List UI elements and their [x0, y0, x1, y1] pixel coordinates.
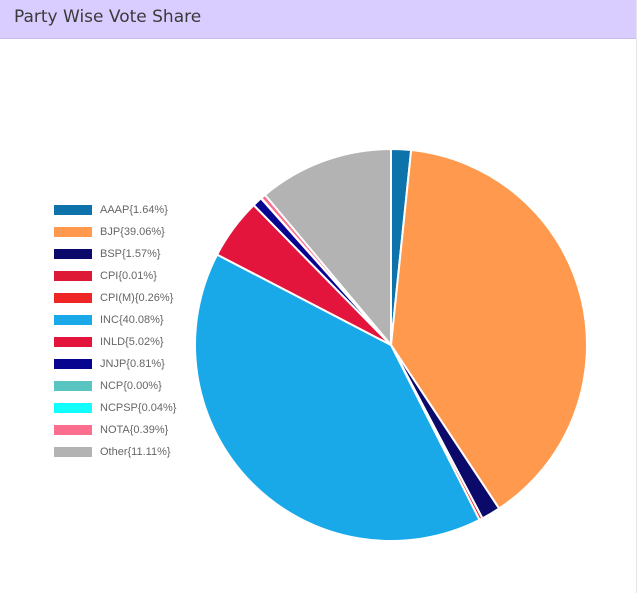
legend-label: JNJP{0.81%}	[100, 358, 165, 370]
legend-swatch	[54, 403, 92, 413]
legend-item-cpi[interactable]: CPI{0.01%}	[54, 265, 176, 287]
legend-item-aaap[interactable]: AAAP{1.64%}	[54, 199, 176, 221]
legend-label: CPI{0.01%}	[100, 270, 157, 282]
legend-item-ncp[interactable]: NCP{0.00%}	[54, 375, 176, 397]
legend-item-nota[interactable]: NOTA{0.39%}	[54, 419, 176, 441]
legend-label: INLD{5.02%}	[100, 336, 164, 348]
legend-label: AAAP{1.64%}	[100, 204, 168, 216]
chart-title: Party Wise Vote Share	[14, 7, 202, 27]
legend-swatch	[54, 227, 92, 237]
chart-legend: AAAP{1.64%} BJP{39.06%} BSP{1.57%} CPI{0.01…	[54, 199, 176, 463]
pie-slice-inc[interactable]	[194, 253, 481, 542]
legend-label: INC{40.08%}	[100, 314, 164, 326]
legend-label: NCP{0.00%}	[100, 380, 162, 392]
legend-swatch	[54, 315, 92, 325]
legend-item-ncpsp[interactable]: NCPSP{0.04%}	[54, 397, 176, 419]
legend-item-inc[interactable]: INC{40.08%}	[54, 309, 176, 331]
legend-label: NCPSP{0.04%}	[100, 402, 177, 414]
legend-item-bjp[interactable]: BJP{39.06%}	[54, 221, 176, 243]
legend-item-inld[interactable]: INLD{5.02%}	[54, 331, 176, 353]
legend-swatch	[54, 381, 92, 391]
pie-slice-other[interactable]	[263, 147, 392, 348]
legend-label: NOTA{0.39%}	[100, 424, 169, 436]
legend-item-other[interactable]: Other{11.11%}	[54, 441, 176, 463]
legend-swatch	[54, 271, 92, 281]
legend-label: BJP{39.06%}	[100, 226, 165, 238]
legend-item-bsp[interactable]: BSP{1.57%}	[54, 243, 176, 265]
legend-swatch	[54, 249, 92, 259]
legend-swatch	[54, 359, 92, 369]
legend-item-cpi-m[interactable]: CPI(M){0.26%}	[54, 287, 176, 309]
legend-swatch	[54, 447, 92, 457]
legend-swatch	[54, 205, 92, 215]
legend-label: BSP{1.57%}	[100, 248, 161, 260]
card-header: Party Wise Vote Share	[0, 0, 636, 39]
legend-swatch	[54, 425, 92, 435]
legend-label: CPI(M){0.26%}	[100, 292, 174, 304]
legend-item-jnjp[interactable]: JNJP{0.81%}	[54, 353, 176, 375]
legend-swatch	[54, 293, 92, 303]
legend-swatch	[54, 337, 92, 347]
legend-label: Other{11.11%}	[100, 446, 171, 458]
